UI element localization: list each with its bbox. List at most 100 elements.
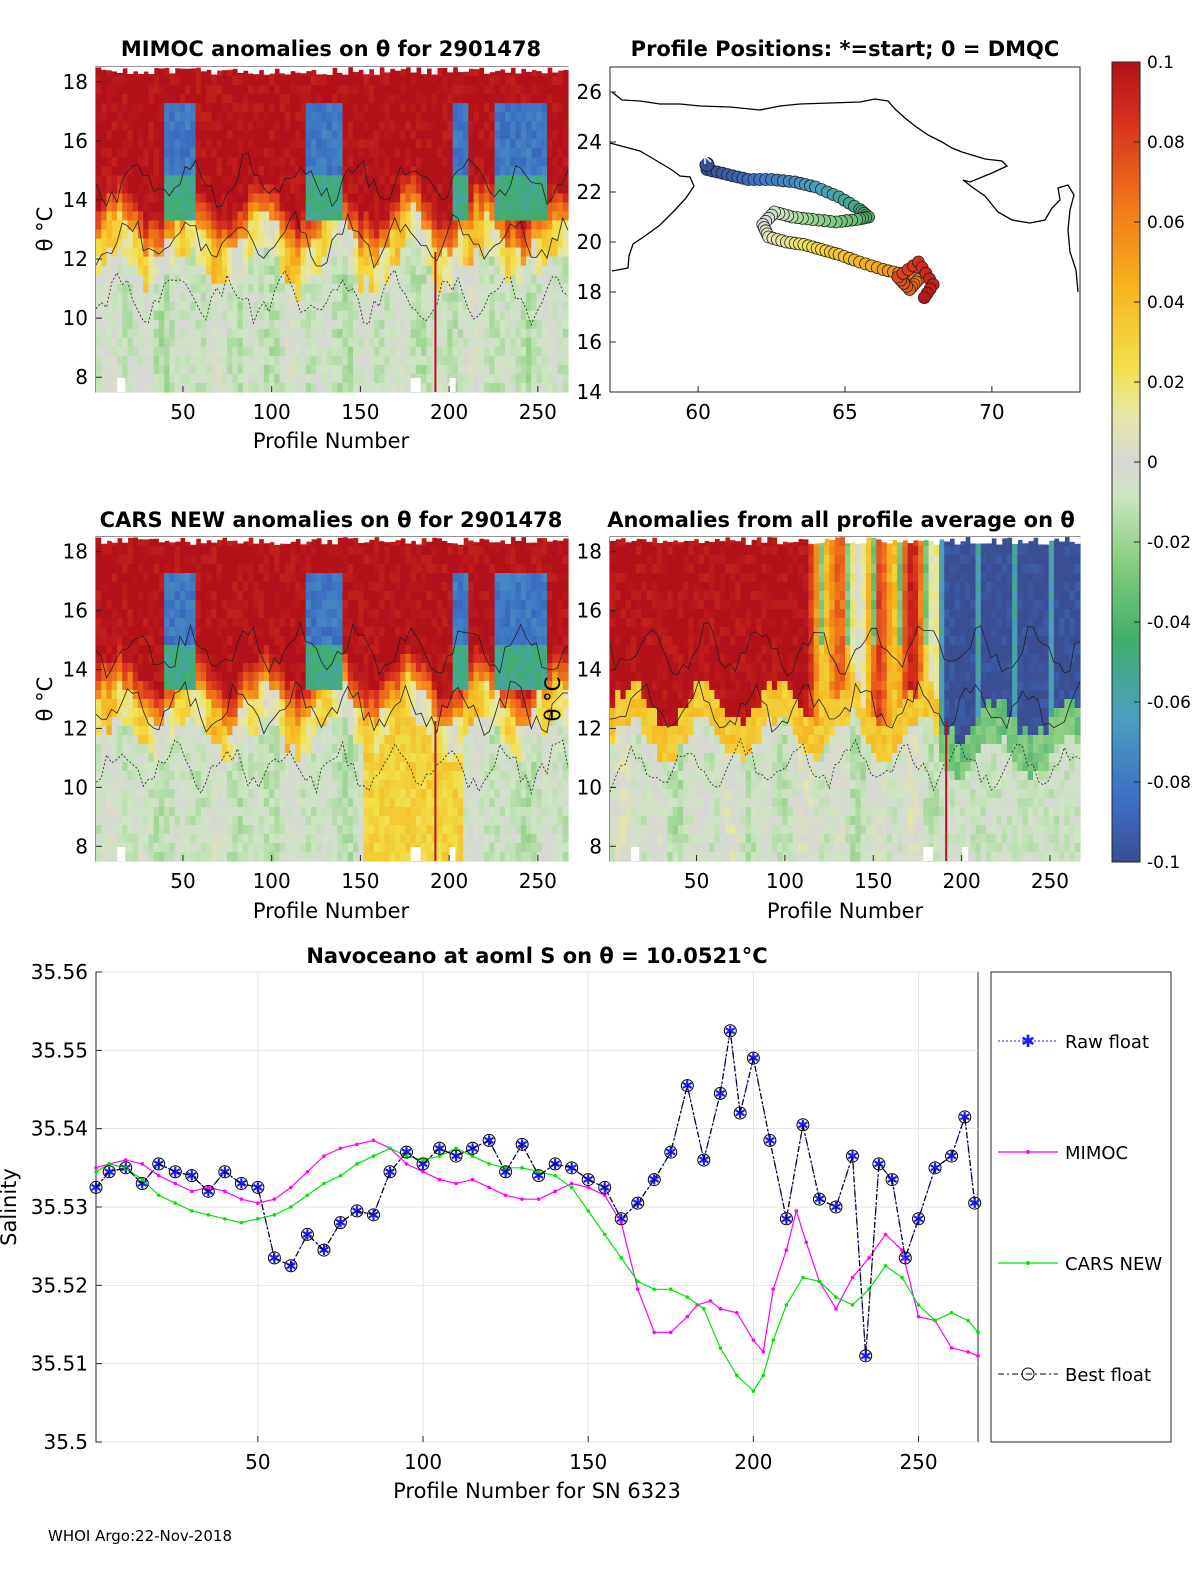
- heat-cell: [179, 780, 186, 790]
- heat-cell: [237, 121, 244, 131]
- heat-cell: [321, 94, 328, 104]
- heat-cell: [473, 112, 480, 122]
- heat-cell: [106, 220, 113, 231]
- heat-cell: [463, 175, 469, 185]
- heat-cell: [227, 157, 233, 167]
- heat-cell: [536, 310, 543, 321]
- y-tick-label: 22: [577, 180, 602, 204]
- heat-cell: [185, 94, 191, 104]
- heat-cell: [269, 76, 275, 86]
- heat-cell: [305, 681, 312, 691]
- heat-cell: [505, 346, 511, 357]
- heat-cell: [116, 717, 123, 727]
- heat-cell: [352, 166, 359, 176]
- heat-cell: [295, 816, 302, 826]
- heat-cell: [457, 175, 464, 185]
- heat-cell: [132, 103, 139, 113]
- heat-cell: [436, 175, 443, 185]
- heat-cell: [457, 130, 464, 140]
- heat-cell: [195, 229, 202, 240]
- heat-cell: [284, 310, 291, 321]
- heat-cell: [284, 681, 291, 691]
- heat-cell: [237, 753, 244, 763]
- heat-cell: [253, 328, 260, 339]
- heat-cell: [300, 807, 307, 817]
- heat-cell: [547, 265, 553, 276]
- heat-cell: [290, 256, 296, 267]
- heat-gap: [279, 67, 286, 74]
- heat-cell: [169, 355, 176, 366]
- heat-cell: [237, 591, 244, 601]
- heat-cell: [358, 355, 365, 366]
- heat-cell: [237, 735, 244, 745]
- heat-cell: [127, 744, 134, 754]
- heat-cell: [290, 735, 296, 745]
- heat-cell: [405, 112, 412, 122]
- heat-cell: [153, 121, 160, 131]
- heat-cell: [169, 283, 176, 294]
- heat-cell: [111, 130, 118, 140]
- heat-cell: [536, 238, 543, 249]
- heat-cell: [106, 537, 113, 547]
- heat-cell: [300, 382, 307, 393]
- heat-cell: [248, 193, 254, 204]
- heat-cell: [158, 328, 165, 339]
- heat-cell: [158, 355, 165, 366]
- heat-cell: [153, 699, 160, 709]
- heat-cell: [101, 319, 108, 330]
- heat-cell: [484, 337, 490, 348]
- heat-cell: [300, 121, 307, 131]
- heat-cell: [127, 726, 134, 736]
- heat-cell: [164, 807, 171, 817]
- heat-cell: [132, 573, 139, 583]
- heat-cell: [122, 238, 129, 249]
- heat-cell: [405, 76, 412, 86]
- heat-cell: [248, 798, 254, 808]
- heat-cell: [489, 202, 496, 213]
- heat-cell: [368, 238, 375, 249]
- heat-cell: [473, 337, 480, 348]
- heat-cell: [232, 555, 239, 565]
- heat-cell: [106, 762, 113, 772]
- heat-cell: [316, 139, 323, 149]
- heat-cell: [111, 202, 118, 213]
- heat-cell: [520, 184, 527, 194]
- heat-cell: [242, 663, 249, 673]
- heat-cell: [557, 292, 564, 303]
- heat-cell: [274, 852, 281, 862]
- heat-cell: [499, 103, 506, 113]
- heat-cell: [557, 319, 564, 330]
- heat-cell: [510, 121, 517, 131]
- heat-cell: [311, 139, 317, 149]
- heat-cell: [148, 355, 155, 366]
- colorbar-tick-label: 0.1: [1147, 53, 1174, 73]
- heat-cell: [290, 762, 296, 772]
- heat-gap: [321, 67, 328, 75]
- heat-cell: [190, 726, 197, 736]
- heat-cell: [494, 67, 501, 77]
- heat-cell: [263, 645, 270, 655]
- heat-cell: [248, 843, 254, 853]
- heat-cell: [132, 546, 139, 556]
- heat-cell: [405, 337, 412, 348]
- heat-cell: [258, 798, 265, 808]
- heat-cell: [132, 753, 139, 763]
- heat-cell: [248, 753, 254, 763]
- heat-cell: [295, 717, 302, 727]
- heat-cell: [237, 274, 244, 285]
- heat-cell: [174, 112, 181, 122]
- heat-cell: [96, 166, 102, 176]
- heat-cell: [358, 373, 365, 384]
- heat-cell: [195, 699, 202, 709]
- heat-cell: [274, 301, 281, 312]
- heat-cell: [499, 373, 506, 384]
- heat-cell: [505, 337, 511, 348]
- heat-cell: [227, 310, 233, 321]
- heat-cell: [101, 780, 108, 790]
- heat-cell: [531, 355, 538, 366]
- heat-cell: [158, 94, 165, 104]
- heat-cell: [200, 301, 207, 312]
- heat-cell: [510, 238, 517, 249]
- heat-cell: [211, 618, 218, 628]
- heat-cell: [137, 265, 144, 276]
